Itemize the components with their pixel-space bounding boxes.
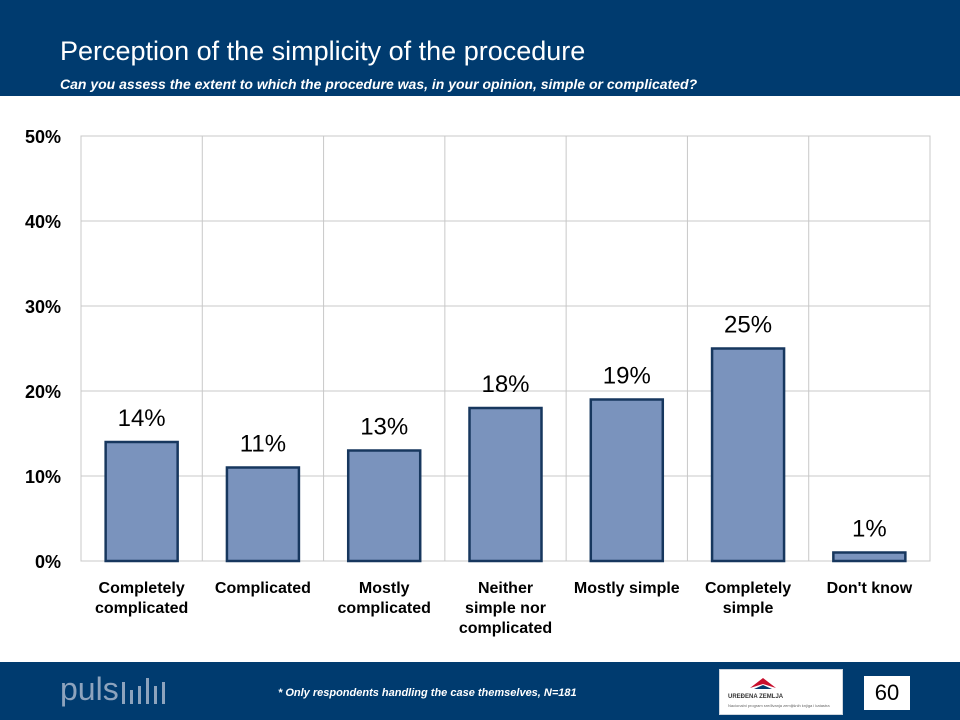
partner-logo-tagline: Nacionalni program sređivanja zemljišnih… (728, 703, 830, 708)
x-category-label: Neither simple nor complicated (459, 580, 552, 637)
puls-logo-text: puls (60, 671, 119, 707)
bar-value-label: 19% (603, 363, 651, 390)
y-tick-label: 10% (25, 467, 61, 487)
x-category-label: Don't know (827, 580, 913, 597)
partner-logo-mark-icon (750, 678, 776, 689)
bar (104, 440, 179, 563)
respondent-footnote: * Only respondents handling the case the… (278, 687, 577, 699)
bar (589, 398, 665, 563)
y-tick-label: 0% (35, 552, 61, 572)
x-category-label: Complicated (215, 580, 311, 597)
bar-value-label: 18% (481, 371, 529, 398)
x-category-label: Completely simple (705, 580, 791, 617)
y-tick-label: 50% (25, 127, 61, 147)
slide-title: Perception of the simplicity of the proc… (60, 36, 586, 66)
bar (468, 406, 543, 563)
bar (225, 466, 301, 563)
partner-logo: UREĐENA ZEMLJA Nacionalni program sređiv… (719, 669, 843, 715)
bar-value-label: 14% (118, 405, 166, 432)
slide-subtitle: Can you assess the extent to which the p… (60, 76, 698, 92)
slide-header: Perception of the simplicity of the proc… (0, 0, 960, 96)
x-category-label: Mostly simple (574, 580, 680, 597)
bar-value-label: 13% (360, 414, 408, 441)
bar (710, 347, 786, 563)
bar-chart: 0% 10% 20% 30% 40% 50% 14% Completely complicate… (25, 127, 931, 637)
x-category-label: Completely complicated (95, 580, 188, 617)
bar-value-label: 11% (240, 431, 286, 458)
y-tick-label: 40% (25, 212, 61, 232)
bar-value-label: 1% (852, 516, 887, 543)
puls-logo: puls (60, 671, 170, 708)
bar (346, 449, 422, 563)
bar-value-label: 25% (724, 312, 772, 339)
page-number: 60 (864, 676, 910, 710)
y-tick-label: 30% (25, 297, 61, 317)
x-category-label: Mostly complicated (338, 580, 431, 617)
partner-logo-name: UREĐENA ZEMLJA (728, 694, 784, 700)
puls-logo-bars-icon (121, 674, 170, 704)
y-tick-label: 20% (25, 382, 61, 402)
bar (832, 551, 907, 563)
